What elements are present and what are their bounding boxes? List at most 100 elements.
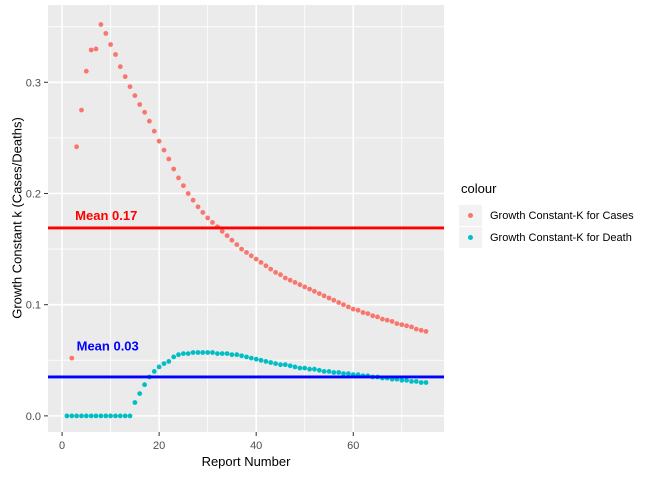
data-point-deaths: [137, 391, 143, 396]
data-point-cases: [210, 220, 215, 225]
data-point-cases: [331, 297, 337, 303]
data-point-cases: [83, 68, 89, 74]
data-point-cases: [365, 311, 371, 316]
data-point-cases: [375, 314, 380, 320]
data-point-deaths: [108, 413, 113, 419]
data-point-deaths: [287, 363, 293, 369]
data-point-cases: [360, 310, 366, 315]
data-point-cases: [200, 210, 206, 215]
legend-key-deaths: [459, 227, 482, 248]
data-point-deaths: [346, 371, 351, 376]
data-point-cases: [117, 64, 123, 70]
data-point-deaths: [312, 366, 317, 372]
data-point-cases: [248, 253, 254, 259]
data-point-cases: [326, 295, 332, 301]
data-point-deaths: [69, 413, 75, 419]
cases-dot-icon: [468, 213, 473, 218]
data-point-deaths: [248, 355, 254, 361]
data-point-cases: [190, 197, 196, 203]
data-point-deaths: [210, 350, 215, 355]
data-point-deaths: [239, 353, 245, 359]
data-point-cases: [423, 329, 429, 334]
y-axis-title: Growth Constant k (Cases/Deaths): [9, 117, 25, 319]
mean-label-cases: Mean 0.17: [75, 208, 137, 223]
data-point-cases: [147, 118, 152, 124]
data-point-cases: [181, 183, 186, 189]
data-point-cases: [253, 256, 259, 262]
x-tick-label: 60: [347, 440, 359, 452]
data-point-cases: [219, 228, 225, 234]
data-point-deaths: [258, 357, 264, 363]
data-point-cases: [409, 324, 414, 330]
data-point-cases: [258, 260, 264, 265]
data-point-cases: [151, 128, 157, 134]
data-point-deaths: [282, 362, 288, 368]
data-point-cases: [244, 250, 249, 255]
y-tick-label: 0.3: [26, 77, 41, 89]
data-point-deaths: [195, 350, 201, 355]
legend-item-cases: Growth Constant-K for Cases: [459, 205, 634, 226]
data-point-cases: [122, 74, 128, 80]
data-point-deaths: [297, 365, 303, 371]
data-point-deaths: [166, 359, 172, 364]
data-point-cases: [166, 156, 172, 162]
data-point-cases: [302, 284, 308, 290]
data-point-deaths: [302, 365, 308, 371]
data-point-cases: [79, 107, 84, 113]
data-point-cases: [307, 286, 312, 292]
data-point-deaths: [321, 369, 327, 374]
data-point-cases: [205, 215, 211, 221]
data-point-deaths: [409, 379, 414, 384]
data-point-deaths: [190, 350, 196, 355]
data-point-deaths: [278, 362, 283, 368]
data-point-deaths: [93, 413, 99, 419]
data-point-deaths: [263, 359, 269, 364]
data-point-cases: [336, 300, 342, 305]
data-point-deaths: [88, 413, 94, 419]
data-point-deaths: [64, 413, 70, 419]
data-point-deaths: [244, 354, 249, 360]
data-point-deaths: [399, 377, 405, 383]
data-point-deaths: [132, 400, 138, 405]
data-point-cases: [384, 317, 390, 323]
data-point-deaths: [331, 370, 337, 375]
data-point-cases: [316, 291, 322, 296]
legend-label-deaths: Growth Constant-K for Death: [490, 231, 632, 244]
data-point-deaths: [113, 413, 118, 419]
y-tick-label: 0.0: [26, 411, 41, 423]
data-point-deaths: [205, 350, 211, 355]
data-point-cases: [127, 84, 133, 90]
data-point-deaths: [413, 379, 419, 384]
data-point-deaths: [273, 361, 278, 366]
data-point-cases: [394, 321, 400, 326]
data-point-deaths: [127, 413, 133, 419]
y-tick-label: 0.1: [26, 300, 41, 312]
data-point-cases: [88, 47, 94, 53]
data-point-cases: [263, 263, 269, 269]
x-tick-label: 0: [59, 440, 65, 452]
legend: colour Growth Constant-K for Cases Growt…: [459, 181, 634, 249]
data-point-deaths: [326, 369, 332, 374]
legend-title: colour: [461, 181, 497, 196]
data-point-cases: [103, 31, 109, 36]
data-point-cases: [350, 306, 356, 312]
data-point-cases: [224, 233, 230, 239]
deaths-dot-icon: [468, 235, 473, 240]
data-point-deaths: [404, 377, 409, 383]
y-tick-label: 0.2: [26, 188, 41, 200]
data-point-deaths: [341, 371, 346, 376]
data-point-deaths: [215, 351, 220, 356]
plot-panel: [48, 5, 444, 432]
data-point-deaths: [185, 351, 191, 356]
data-point-deaths: [151, 369, 157, 374]
data-point-cases: [278, 272, 283, 278]
data-point-cases: [108, 42, 113, 47]
data-point-deaths: [229, 352, 235, 358]
data-point-deaths: [253, 356, 259, 362]
data-point-cases: [185, 191, 191, 196]
data-point-cases: [389, 319, 395, 324]
mean-label-deaths: Mean 0.03: [77, 338, 139, 353]
data-point-cases: [273, 270, 278, 275]
